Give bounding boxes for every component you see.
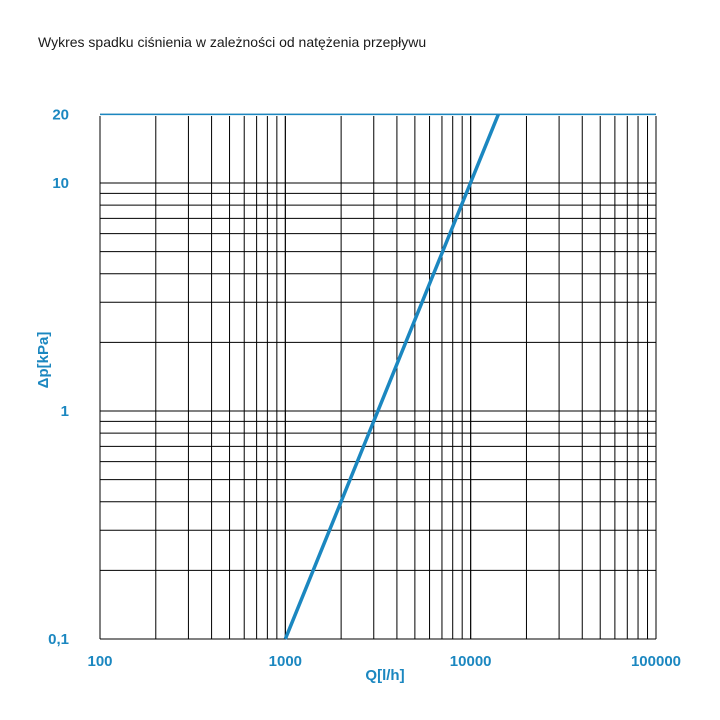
page-title: Wykres spadku ciśnienia w zależności od …: [38, 34, 427, 50]
y-tick-label: 1: [61, 403, 69, 420]
tick-labels: 100 1000 10000 100000 0,1 1 10 20: [48, 106, 681, 670]
grid: [99, 113, 657, 640]
y-axis-label: Δp[kPa]: [35, 332, 52, 389]
y-tick-label: 10: [52, 175, 69, 192]
x-tick-label: 100: [87, 653, 112, 670]
x-axis-label: Q[l/h]: [365, 667, 404, 684]
y-tick-label: 0,1: [48, 631, 69, 648]
series-layer: [283, 113, 500, 640]
x-tick-label: 1000: [269, 653, 302, 670]
y-tick-label: 20: [52, 106, 69, 123]
x-tick-label: 100000: [631, 653, 681, 670]
x-tick-label: 10000: [450, 653, 492, 670]
series-line: [283, 113, 500, 640]
